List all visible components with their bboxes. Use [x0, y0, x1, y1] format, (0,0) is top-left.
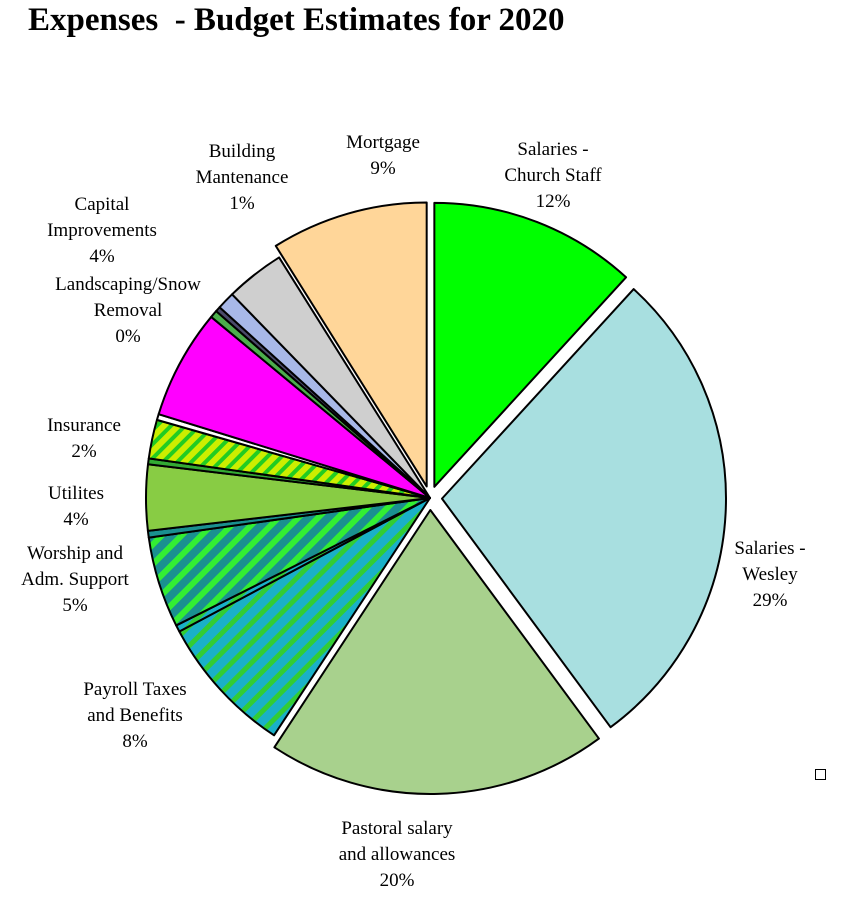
slice-label-line: Mantenance: [196, 167, 289, 188]
slice-label: Capital Improvements 4%: [47, 194, 157, 267]
pie-slice-payroll-taxes-and-benefits: [178, 497, 431, 737]
slice-label-line: 4%: [89, 246, 115, 267]
slice-label: Salaries - Wesley 29%: [734, 538, 805, 611]
slice-label-line: Adm. Support: [21, 569, 129, 590]
slice-label: Salaries - Church Staff 12%: [504, 139, 602, 212]
slice-label-line: Landscaping/Snow: [55, 274, 201, 295]
slice-label-line: 29%: [753, 590, 788, 611]
slice-label-line: Church Staff: [504, 165, 602, 186]
slice-label-line: 2%: [71, 441, 97, 462]
slice-label-line: Improvements: [47, 220, 157, 241]
pie-slice-mortgage: [274, 201, 428, 488]
chart-title: Expenses - Budget Estimates for 2020: [28, 2, 565, 38]
slice-label: Payroll Taxes and Benefits 8%: [83, 679, 186, 752]
slice-label-line: Insurance: [47, 415, 121, 436]
slice-label-line: Salaries -: [517, 139, 588, 160]
slice-label-line: 20%: [380, 870, 415, 891]
slice-label: Insurance 2%: [47, 415, 121, 462]
slice-label-line: and Benefits: [87, 705, 183, 726]
slice-label-line: 12%: [536, 191, 571, 212]
pie-slice-salaries-wesley: [440, 288, 727, 729]
slice-label: Utilites 4%: [48, 483, 104, 530]
slice-label-line: and allowances: [339, 844, 456, 865]
slice-label: Landscaping/Snow Removal 0%: [55, 274, 201, 347]
slice-label-line: Payroll Taxes: [83, 679, 186, 700]
slice-label-line: Building: [209, 141, 276, 162]
slice-label-line: Salaries -: [734, 538, 805, 559]
slice-label-line: Wesley: [742, 564, 798, 585]
pie-slice-pastoral-salary-and-allowances: [273, 508, 600, 795]
slice-label-line: Utilites: [48, 483, 104, 504]
slice-label-line: Capital: [75, 194, 130, 215]
pie-slice-building-mantenance: [231, 256, 431, 499]
slice-label-line: 0%: [115, 326, 141, 347]
slice-label-line: Mortgage: [346, 132, 420, 153]
slice-label: Mortgage 9%: [346, 132, 420, 179]
pie-slice-salaries-church-staff: [433, 201, 628, 488]
resize-handle[interactable]: [815, 769, 826, 780]
slice-label-line: Pastoral salary: [341, 818, 453, 839]
slice-label-line: 5%: [62, 595, 88, 616]
slice-label-line: Removal: [94, 300, 163, 321]
slice-label-line: 8%: [122, 731, 148, 752]
slice-label: Building Mantenance 1%: [196, 141, 289, 214]
slice-label-line: 1%: [229, 193, 255, 214]
slice-label: Pastoral salary and allowances 20%: [339, 818, 456, 891]
slice-label: Worship and Adm. Support 5%: [21, 543, 129, 616]
slice-label-line: 4%: [63, 509, 89, 530]
slice-label-line: Worship and: [27, 543, 124, 564]
slice-label-line: 9%: [370, 158, 396, 179]
